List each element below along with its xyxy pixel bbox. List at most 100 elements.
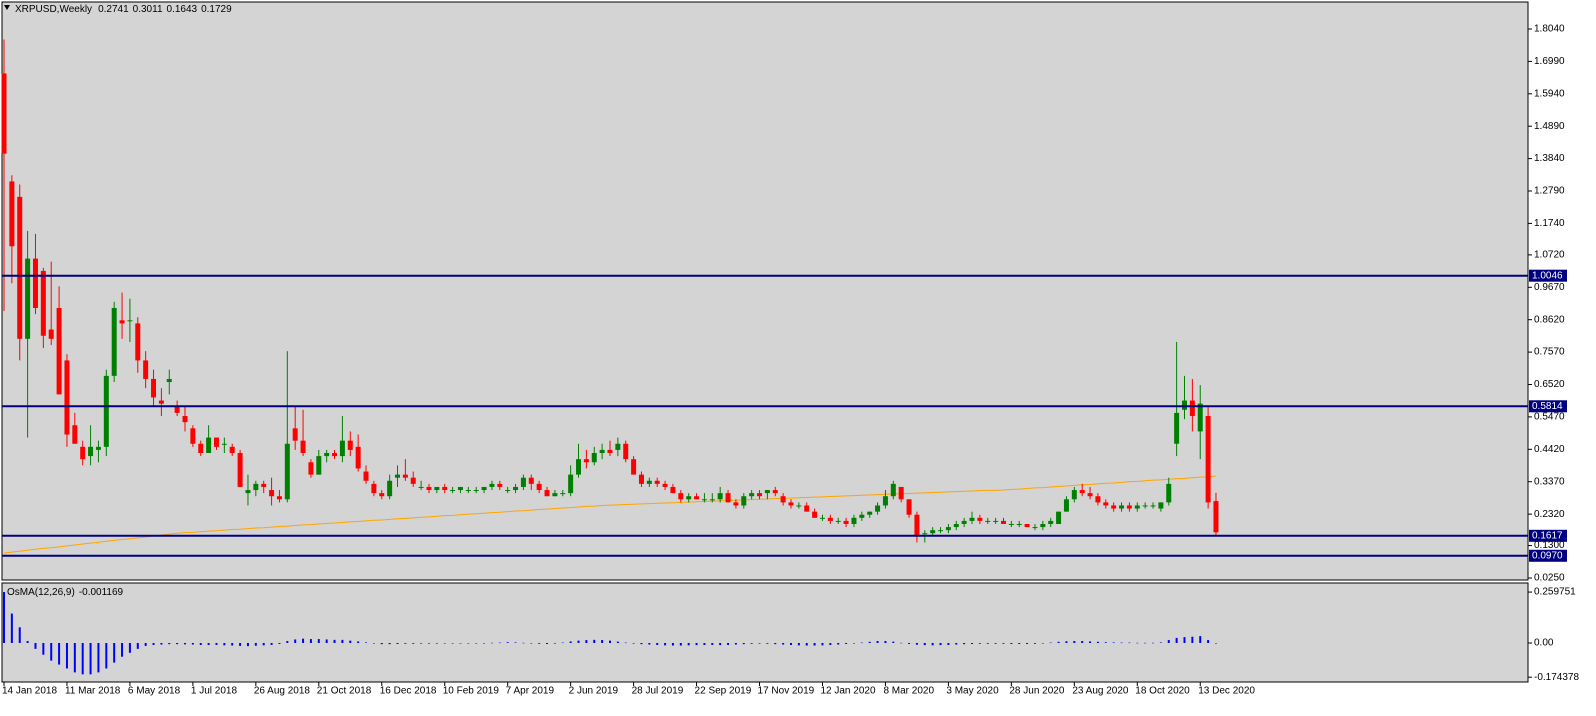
candle-body [709,499,715,501]
candle-body [442,486,448,491]
candle-body [190,428,196,444]
candle-body [812,511,818,518]
osma-bar [396,642,399,644]
candle-body [1024,523,1030,528]
candle-body [945,527,951,531]
osma-bar [506,642,509,643]
osma-bar [1010,642,1013,644]
menu-arrow[interactable] [4,5,10,10]
candle-body [631,459,637,475]
candle-body [1000,520,1006,524]
y-tick-label: 0.7570 [1534,347,1565,358]
header-high: 0.3011 [133,4,163,15]
candle-body [457,486,463,491]
candle-body [56,307,62,395]
candle-body [560,493,566,495]
x-tick-label: 26 Aug 2018 [254,686,311,697]
candle-body [465,490,471,492]
osma-bar [829,642,832,645]
y-tick-label: 0.3370 [1534,476,1565,487]
osma-title: OsMA(12,26,9) -0.001169 [7,587,124,598]
y-tick-label: 0.1300 [1534,540,1565,551]
osma-bar [1191,636,1194,643]
osma-bar [1199,636,1202,643]
candle-body [977,517,983,521]
osma-bar [766,642,769,644]
osma-bar [365,642,368,643]
candle-body [402,474,408,478]
osma-bar [522,642,525,644]
osma-bar [1104,642,1107,643]
candle-body [536,483,542,491]
candle-body [623,443,629,460]
candle-body [88,446,94,457]
osma-bar [727,642,730,645]
candle-body [1197,403,1203,432]
x-tick-label: 17 Nov 2019 [758,686,815,697]
osma-bar [561,642,564,644]
osma-bar [569,641,572,643]
candle-body [906,499,912,515]
osma-bar [136,642,139,649]
osma-bar [97,642,100,673]
moving-average [3,475,1217,554]
osma-bar [3,592,5,643]
candle-body [80,446,86,460]
osma-bar [679,642,682,646]
candle-body [1016,523,1022,525]
osma-bar [553,642,556,644]
candle-body [1150,505,1156,507]
osma-bar [868,641,871,643]
candle-body [1048,520,1054,524]
candle-body [938,530,944,532]
candle-body [780,496,786,503]
candle-body [111,307,117,376]
osma-bar [1089,641,1092,643]
candle-body [1079,490,1085,494]
candle-body [497,483,503,487]
osma-bar [451,642,454,644]
candle-body [568,474,574,494]
osma-bar [1057,641,1060,643]
candle-body [835,520,841,522]
osma-bar [176,642,179,645]
osma-bar [73,642,76,673]
candle-body [969,517,975,521]
osma-bar [254,642,257,646]
candle-body [757,493,763,497]
x-tick-label: 28 Jun 2020 [1009,686,1064,697]
osma-bar [695,642,698,646]
osma-bar [278,642,281,644]
x-tick-label: 6 May 2018 [128,686,181,697]
candle-body [1,73,7,154]
candle-body [434,486,440,491]
osma-bar [955,642,958,645]
x-tick-label: 10 Feb 2019 [443,686,500,697]
osma-bar [18,627,21,643]
osma-bar [113,642,116,663]
candle-body [717,493,723,500]
candle-body [300,440,306,454]
candle-body [1111,505,1117,509]
osma-bar [467,642,470,644]
candle-body [701,499,707,501]
osma-bar [34,642,37,649]
candle-body [819,517,825,519]
osma-bar [199,642,202,645]
osma-bar [475,642,478,644]
candle-body [827,517,833,521]
candle-body [1008,523,1014,525]
candle-body [1158,502,1164,509]
osma-bar [703,642,706,645]
osma-bar [10,613,13,643]
osma-bar [435,642,438,644]
candle-body [355,446,361,469]
osma-bar [207,642,210,645]
osma-bar [805,642,808,646]
osma-bar [490,642,493,644]
osma-bar [121,642,124,657]
osma-bar [845,642,848,644]
candle-body [1095,496,1101,503]
osma-bar [1214,642,1217,644]
